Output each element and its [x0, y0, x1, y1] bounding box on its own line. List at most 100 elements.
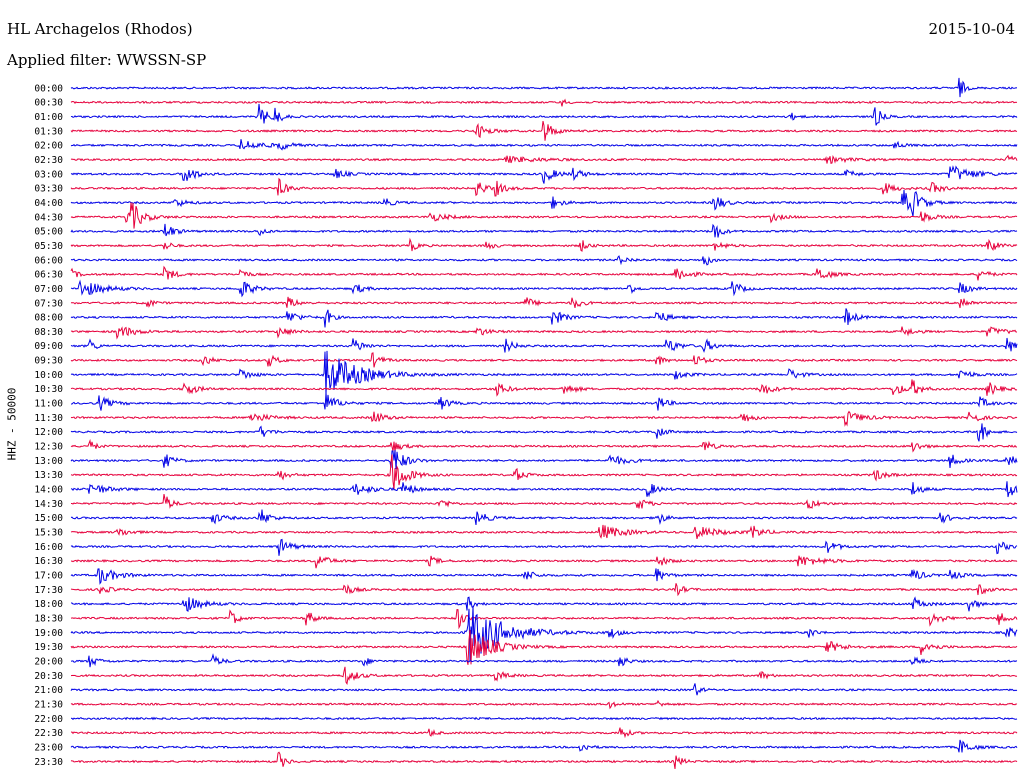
time-tick-label: 01:30 — [34, 126, 63, 137]
time-tick-label: 21:30 — [34, 699, 63, 710]
seismic-trace — [70, 699, 1018, 710]
seismic-trace — [70, 751, 1018, 769]
time-tick-label: 17:30 — [34, 585, 63, 596]
seismic-trace — [70, 555, 1018, 569]
seismic-trace — [70, 77, 1018, 98]
seismic-trace — [70, 177, 1018, 197]
time-tick-label: 08:30 — [34, 327, 63, 338]
time-tick-label: 16:30 — [34, 556, 63, 567]
seismic-trace — [70, 739, 1018, 753]
time-tick-label: 15:00 — [34, 513, 63, 524]
seismic-trace — [70, 538, 1018, 556]
seismic-trace — [70, 279, 1018, 298]
seismic-trace — [70, 568, 1018, 585]
time-tick-label: 11:00 — [34, 399, 63, 410]
time-tick-label: 10:00 — [34, 370, 63, 381]
seismic-trace — [70, 103, 1018, 126]
time-tick-label: 22:00 — [34, 714, 63, 725]
seismic-trace — [70, 223, 1018, 238]
time-tick-label: 07:30 — [34, 298, 63, 309]
time-tick-label: 13:00 — [34, 456, 63, 467]
seismic-trace — [70, 606, 1018, 662]
time-tick-label: 05:00 — [34, 227, 63, 238]
time-tick-label: 06:30 — [34, 270, 63, 281]
seismic-trace — [71, 392, 1018, 411]
time-tick-label: 20:00 — [34, 657, 63, 668]
seismic-trace — [70, 727, 1018, 739]
seismic-trace — [70, 352, 1018, 368]
seismic-trace — [70, 666, 1018, 686]
seismic-trace — [70, 265, 1018, 281]
time-tick-label: 23:30 — [34, 757, 63, 768]
time-tick-label: 17:00 — [34, 571, 63, 582]
time-tick-label: 00:00 — [34, 83, 63, 94]
time-tick-label: 05:30 — [34, 241, 63, 252]
station-title: HL Archagelos (Rhodos) — [7, 20, 193, 38]
seismic-trace — [70, 237, 1018, 252]
seismic-trace — [70, 326, 1017, 340]
filter-label: Applied filter: WWSSN-SP — [7, 51, 207, 69]
time-tick-label: 07:00 — [34, 284, 63, 295]
seismic-trace — [70, 308, 1018, 328]
seismic-trace — [70, 438, 1018, 453]
time-tick-label: 18:30 — [34, 614, 63, 625]
seismic-trace — [70, 716, 1018, 721]
seismic-trace — [70, 609, 1018, 630]
time-tick-label: 02:00 — [34, 141, 63, 152]
time-tick-label: 09:00 — [34, 341, 63, 352]
time-tick-label: 15:30 — [34, 528, 63, 539]
time-tick-label: 19:30 — [34, 642, 63, 653]
seismic-trace — [70, 629, 1018, 665]
time-tick-label: 19:00 — [34, 628, 63, 639]
seismic-trace — [70, 139, 1018, 151]
seismic-trace — [70, 255, 1018, 266]
seismic-trace — [70, 524, 1018, 540]
seismic-trace — [70, 509, 1018, 525]
time-tick-label: 14:00 — [34, 485, 63, 496]
time-tick-label: 04:30 — [34, 212, 63, 223]
time-tick-label: 06:00 — [34, 255, 63, 266]
seismic-trace — [70, 350, 1018, 397]
time-tick-label: 22:30 — [34, 728, 63, 739]
time-tick-label: 03:00 — [34, 169, 63, 180]
time-tick-label: 01:00 — [34, 112, 63, 123]
seismic-trace — [70, 98, 1018, 107]
time-tick-label: 23:00 — [34, 742, 63, 753]
time-tick-label: 04:00 — [34, 198, 63, 209]
time-tick-label: 10:30 — [34, 384, 63, 395]
time-tick-label: 20:30 — [34, 671, 63, 682]
time-tick-label: 21:00 — [34, 685, 63, 696]
seismic-trace — [70, 423, 1018, 442]
time-tick-label: 08:00 — [34, 313, 63, 324]
time-tick-label: 11:30 — [34, 413, 63, 424]
time-tick-label: 13:30 — [34, 470, 63, 481]
time-tick-label: 16:00 — [34, 542, 63, 553]
time-tick-label: 12:30 — [34, 442, 63, 453]
seismic-trace — [70, 683, 1018, 696]
time-tick-label: 12:00 — [34, 427, 63, 438]
time-tick-label: 03:30 — [34, 184, 63, 195]
seismic-trace — [71, 494, 1018, 509]
seismic-trace — [70, 296, 1018, 309]
seismic-trace — [70, 202, 1018, 229]
seismic-trace — [70, 481, 1018, 498]
seismic-trace — [70, 450, 1018, 470]
date-label: 2015-10-04 — [928, 20, 1015, 38]
seismic-trace — [70, 165, 1018, 184]
time-tick-label: 00:30 — [34, 98, 63, 109]
seismic-trace — [70, 583, 1018, 597]
seismic-trace — [70, 120, 1018, 141]
seismic-trace — [70, 154, 1018, 164]
time-tick-label: 09:30 — [34, 356, 63, 367]
seismic-trace — [70, 454, 1018, 490]
seismic-trace — [70, 410, 1018, 427]
seismic-trace — [70, 189, 1018, 217]
time-tick-label: 14:30 — [34, 499, 63, 510]
seismic-trace — [70, 337, 1018, 353]
seismic-trace — [70, 653, 1018, 668]
time-tick-label: 02:30 — [34, 155, 63, 166]
time-tick-label: 18:00 — [34, 599, 63, 610]
seismic-trace — [71, 596, 1018, 612]
seismic-trace — [70, 379, 1018, 397]
